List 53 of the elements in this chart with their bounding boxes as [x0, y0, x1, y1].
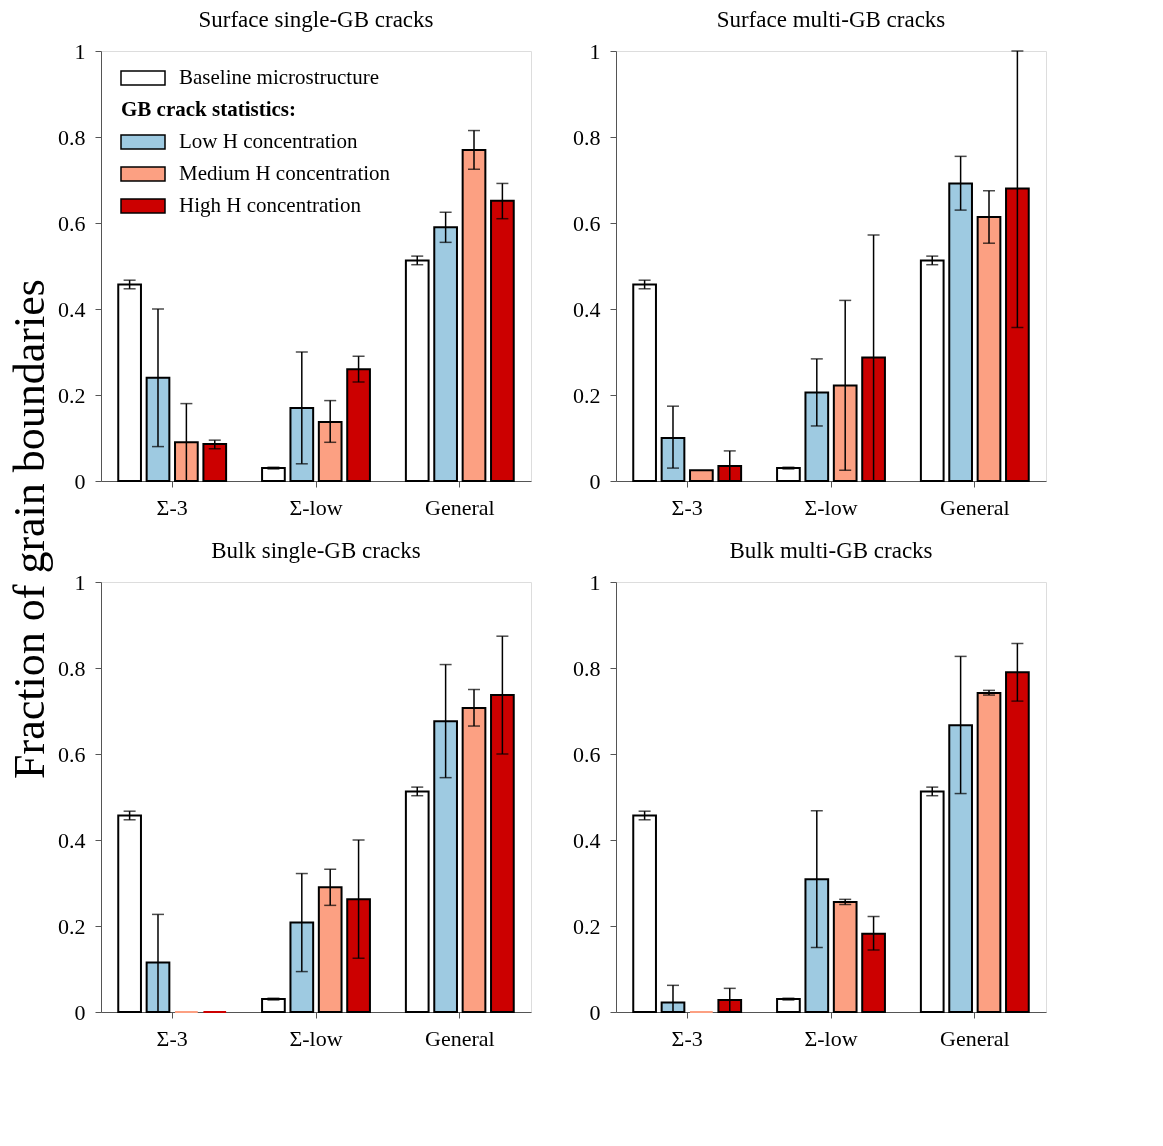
x-tick-label: Σ-3: [156, 1025, 188, 1051]
x-tick-label: Σ-low: [804, 1025, 858, 1051]
y-tick-label: 0.8: [573, 124, 601, 150]
legend-label: Baseline microstructure: [179, 65, 380, 89]
bar: [776, 998, 801, 1013]
y-tick-label: 0: [74, 468, 86, 494]
y-tick-label: 1: [74, 38, 86, 64]
chart-title: Surface multi-GB cracks: [716, 7, 946, 32]
legend-label: Medium H concentration: [179, 161, 391, 185]
y-tick-label: 0.6: [573, 741, 601, 767]
bar: [832, 900, 858, 1013]
y-tick-label: 0.4: [573, 296, 601, 322]
y-tick-label: 1: [589, 38, 601, 64]
legend-title: GB crack statistics:: [121, 97, 296, 121]
y-tick-label: 0.4: [58, 827, 86, 853]
y-axis-title: Fraction of grain boundaries: [5, 279, 54, 779]
bar: [261, 467, 286, 482]
bar: [776, 467, 801, 482]
y-tick-label: 0: [589, 468, 601, 494]
x-tick-label: General: [425, 1025, 495, 1051]
x-tick-label: General: [940, 494, 1010, 520]
y-tick-label: 0.6: [573, 210, 601, 236]
x-tick-label: Σ-low: [289, 1025, 343, 1051]
y-tick-label: 1: [589, 569, 601, 595]
y-tick-label: 0.8: [58, 655, 86, 681]
x-tick-label: General: [425, 494, 495, 520]
x-tick-label: Σ-3: [156, 494, 188, 520]
x-tick-label: Σ-3: [671, 1025, 703, 1051]
chart-title: Bulk single-GB cracks: [211, 538, 421, 563]
bar: [976, 691, 1002, 1013]
chart-title: Surface single-GB cracks: [198, 7, 434, 32]
y-tick-label: 0: [74, 999, 86, 1025]
chart-title: Bulk multi-GB cracks: [729, 538, 933, 563]
y-tick-label: 1: [74, 569, 86, 595]
y-tick-label: 0.8: [58, 124, 86, 150]
y-tick-label: 0.2: [58, 382, 86, 408]
y-tick-label: 0.2: [573, 913, 601, 939]
bar: [261, 998, 286, 1013]
y-tick-label: 0.2: [58, 913, 86, 939]
y-tick-label: 0.6: [58, 741, 86, 767]
x-tick-label: Σ-low: [804, 494, 858, 520]
y-tick-label: 0.6: [58, 210, 86, 236]
legend-label: Low H concentration: [179, 129, 358, 153]
legend-label: High H concentration: [179, 193, 362, 217]
y-tick-label: 0.2: [573, 382, 601, 408]
x-tick-label: Σ-low: [289, 494, 343, 520]
y-tick-label: 0.8: [573, 655, 601, 681]
y-tick-label: 0.4: [58, 296, 86, 322]
y-tick-label: 0.4: [573, 827, 601, 853]
bar: [689, 469, 714, 482]
x-tick-label: General: [940, 1025, 1010, 1051]
x-tick-label: Σ-3: [671, 494, 703, 520]
y-tick-label: 0: [589, 999, 601, 1025]
